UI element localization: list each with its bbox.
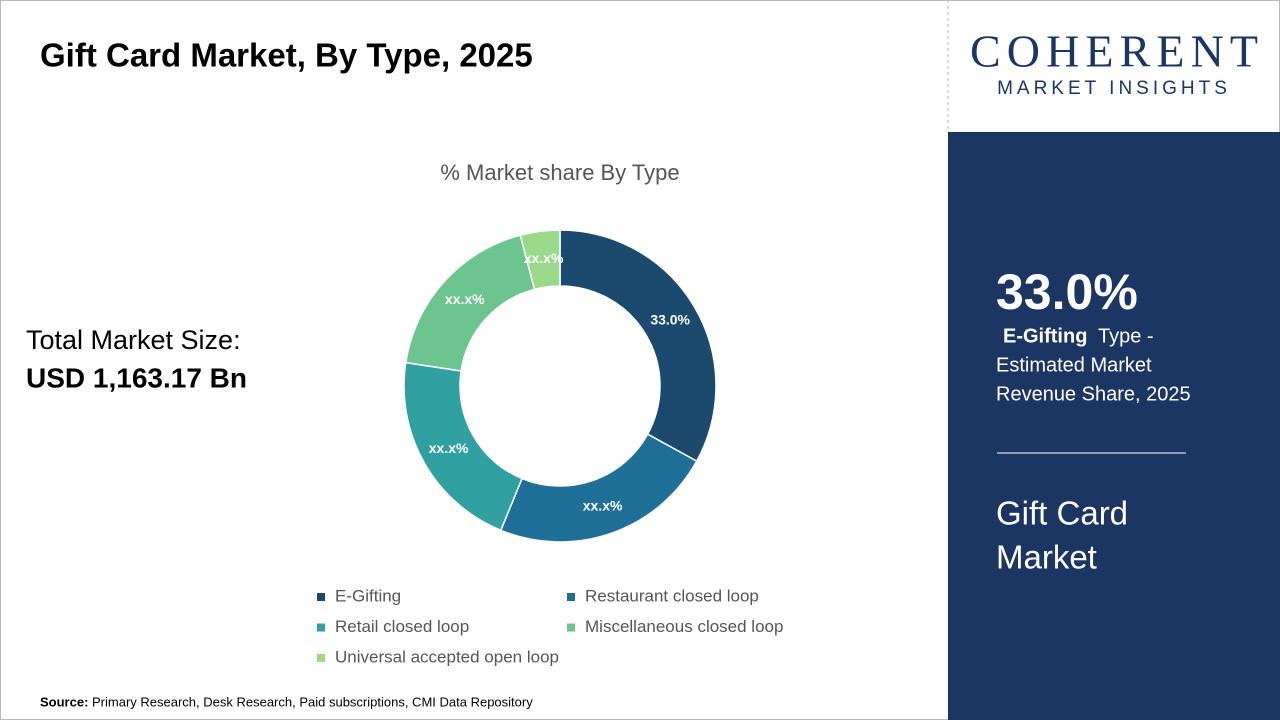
panel-market: Market bbox=[996, 539, 1097, 576]
panel-share: 33.0% bbox=[996, 264, 1138, 320]
market-size-value: USD 1,163.17 Bn bbox=[26, 362, 247, 393]
donut-segment bbox=[519, 229, 561, 291]
panel-text: Revenue Share, 2025 bbox=[996, 383, 1191, 405]
data-label: xx.x% bbox=[445, 291, 485, 307]
panel-market: Gift Card bbox=[996, 495, 1128, 532]
legend-label: E-Gifting bbox=[335, 586, 401, 605]
legend-swatch bbox=[317, 623, 325, 632]
donut-segment bbox=[559, 229, 717, 463]
legend-swatch bbox=[567, 623, 575, 632]
data-label: xx.x% bbox=[429, 440, 469, 456]
legend-label: Restaurant closed loop bbox=[585, 586, 759, 605]
data-label: 33.0% bbox=[650, 312, 690, 328]
logo-tagline: MARKET INSIGHTS bbox=[997, 78, 1231, 99]
panel-segment: E-Gifting bbox=[1003, 325, 1087, 347]
legend-swatch bbox=[317, 654, 325, 662]
legend-swatch bbox=[567, 593, 575, 601]
panel-text: Estimated Market bbox=[996, 354, 1152, 376]
legend-label: Universal accepted open loop bbox=[335, 647, 559, 666]
market-size-label: Total Market Size: bbox=[26, 325, 241, 355]
source-label: Source: bbox=[40, 694, 88, 709]
side-panel bbox=[948, 132, 1280, 720]
page-title: Gift Card Market, By Type, 2025 bbox=[40, 37, 533, 74]
data-label: xx.x% bbox=[524, 250, 564, 266]
legend-label: Retail closed loop bbox=[335, 617, 469, 636]
panel-text: Type - bbox=[1098, 325, 1154, 347]
source-text: Primary Research, Desk Research, Paid su… bbox=[92, 694, 533, 709]
chart-title: % Market share By Type bbox=[440, 160, 679, 185]
legend-swatch bbox=[317, 593, 325, 601]
legend-label: Miscellaneous closed loop bbox=[585, 617, 783, 636]
data-label: xx.x% bbox=[583, 497, 623, 513]
